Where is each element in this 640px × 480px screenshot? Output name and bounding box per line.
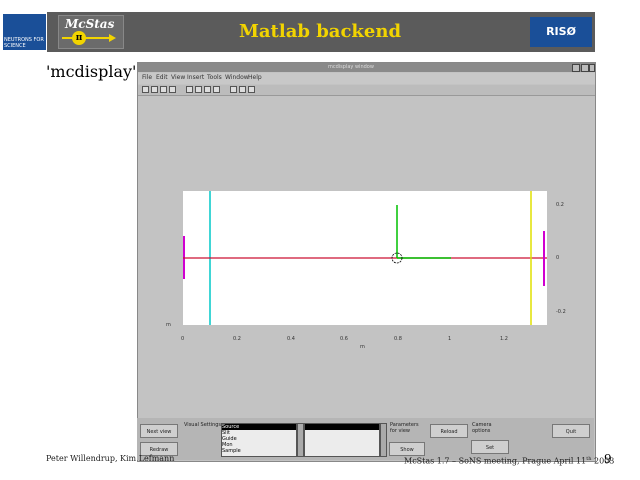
menu-help[interactable]: Help — [248, 74, 262, 81]
camera-set-button[interactable]: Set — [471, 440, 509, 454]
plot-canvas — [183, 191, 547, 325]
menu-tools[interactable]: Tools — [207, 74, 222, 81]
menu-bar: File Edit View Insert Tools Window Help — [138, 73, 595, 84]
window-title: mcdisplay window — [328, 64, 374, 70]
x-tick-label: 0.8 — [394, 336, 402, 342]
component-list[interactable]: Source Slit Guide Mon Sample — [221, 423, 297, 457]
y-tick-label: 0 — [556, 255, 560, 261]
mcstas-pi-icon: π — [72, 31, 86, 45]
menu-view[interactable]: View — [171, 74, 186, 81]
parameters-label: Parameters for view — [390, 422, 419, 434]
mcstas-arrow-icon — [109, 34, 116, 42]
menu-edit[interactable]: Edit — [156, 74, 168, 81]
menu-file[interactable]: File — [142, 74, 153, 81]
list-item[interactable] — [305, 424, 379, 430]
maximize-icon[interactable] — [581, 64, 589, 72]
mcstas-logo-text: McStas — [65, 17, 115, 31]
redraw-button[interactable]: Redraw — [140, 442, 178, 456]
menu-insert[interactable]: Insert — [187, 74, 205, 81]
mcstas-logo-line — [62, 37, 110, 39]
print-icon[interactable] — [169, 86, 176, 93]
x-tick-label: 1.2 — [500, 336, 508, 342]
new-icon[interactable] — [142, 86, 149, 93]
minimize-icon[interactable] — [572, 64, 580, 72]
x-tick-label: 0.6 — [340, 336, 348, 342]
component-list-scrollbar[interactable] — [297, 423, 304, 457]
line-icon[interactable] — [213, 86, 220, 93]
camera-options-label: Camera options — [472, 422, 492, 434]
reload-button[interactable]: Reload — [430, 424, 468, 438]
page-number: 9 — [604, 452, 612, 466]
list-item[interactable]: Sample — [222, 448, 241, 454]
footer-event-text: McStas 1.7 – SoNS meeting, Prague April … — [404, 456, 587, 466]
y-tick-label: 0.2 — [556, 202, 564, 208]
list-item[interactable]: Mon — [222, 442, 233, 448]
plot-axes[interactable] — [183, 191, 547, 325]
ill-logo-text: NEUTRONS FOR SCIENCE — [4, 37, 44, 49]
list-item[interactable]: Source — [222, 424, 296, 430]
close-icon[interactable] — [589, 64, 595, 72]
footer-event-sup: th — [586, 456, 592, 462]
arrow-icon[interactable] — [204, 86, 211, 93]
help-icon[interactable] — [248, 86, 255, 93]
x-tick-label: 0.4 — [287, 336, 295, 342]
list-item[interactable]: Slit — [222, 430, 230, 436]
x-tick-label: 1 — [448, 336, 452, 342]
footer-event-year: 2003 — [591, 456, 615, 466]
slide-header — [47, 12, 595, 52]
open-icon[interactable] — [151, 86, 158, 93]
ill-logo: NEUTRONS FOR SCIENCE — [3, 14, 46, 50]
parameter-list-scrollbar[interactable] — [380, 423, 387, 457]
figure-toolbar — [138, 85, 595, 96]
menu-window[interactable]: Window — [225, 74, 249, 81]
sample-marker — [391, 252, 403, 264]
quit-button[interactable]: Quit — [552, 424, 590, 438]
zoom-icon[interactable] — [239, 86, 246, 93]
save-icon[interactable] — [160, 86, 167, 93]
text-icon[interactable] — [195, 86, 202, 93]
x-axis-label: m — [360, 344, 365, 350]
x-tick-label: 0.2 — [233, 336, 241, 342]
y-tick-label: -0.2 — [556, 309, 566, 315]
rotate-icon[interactable] — [230, 86, 237, 93]
show-parameters-button[interactable]: Show — [389, 442, 425, 456]
window-titlebar[interactable]: mcdisplay window — [138, 63, 595, 72]
footer-authors: Peter Willendrup, Kim Lefmann — [46, 454, 175, 463]
mcstas-logo: McStas π — [58, 15, 124, 49]
slide-title: Matlab backend — [238, 21, 402, 42]
pointer-icon[interactable] — [186, 86, 193, 93]
list-item[interactable]: Guide — [222, 436, 237, 442]
footer-event: McStas 1.7 – SoNS meeting, Prague April … — [404, 456, 614, 466]
riso-logo: RISØ — [530, 17, 592, 47]
parameter-list[interactable] — [304, 423, 380, 457]
mcdisplay-label: 'mcdisplay' — [46, 62, 137, 81]
x-tick-label: 0 — [181, 336, 185, 342]
y-axis-label: m — [166, 322, 171, 328]
next-view-button[interactable]: Next view — [140, 424, 178, 438]
visual-settings-label: Visual Settings — [184, 422, 222, 428]
